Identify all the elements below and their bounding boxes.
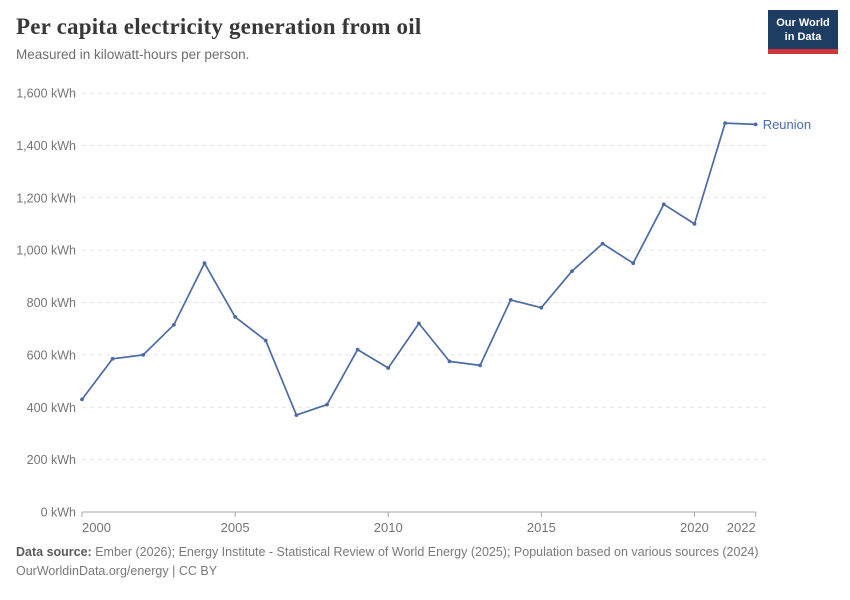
x-axis-tick-label: 2020 <box>680 520 709 535</box>
data-point <box>692 222 697 226</box>
data-point <box>723 121 727 125</box>
data-point <box>447 359 452 364</box>
x-axis-tick-label: 2022 <box>727 520 756 535</box>
x-axis-tick-label: 2005 <box>221 520 250 535</box>
page-title: Per capita electricity generation from o… <box>16 14 422 39</box>
data-point <box>172 322 176 327</box>
data-source-label: Data source: <box>16 545 92 559</box>
owid-logo[interactable]: Our World in Data <box>768 10 838 54</box>
x-axis-tick-label: 2010 <box>374 520 403 535</box>
y-axis-tick-label: 800 kWh <box>27 296 76 310</box>
footer-separator: | <box>172 564 179 578</box>
data-point <box>661 202 666 207</box>
data-point <box>263 338 268 343</box>
data-point <box>631 261 636 266</box>
footer-links-line: OurWorldinData.org/energy | CC BY <box>16 562 834 581</box>
data-point <box>325 402 329 407</box>
y-axis-tick-label: 600 kWh <box>27 348 76 362</box>
chart-footer: Data source: Ember (2026); Energy Instit… <box>16 543 834 581</box>
y-axis-tick-label: 1,600 kWh <box>16 87 76 101</box>
data-point <box>508 298 513 302</box>
data-source-text: Ember (2026); Energy Institute - Statist… <box>95 545 759 559</box>
x-axis-tick-label: 2000 <box>82 520 111 535</box>
owid-logo-line1: Our World <box>776 17 830 29</box>
data-source-line: Data source: Ember (2026); Energy Instit… <box>16 543 834 562</box>
series-label-reunion[interactable]: Reunion <box>763 117 811 132</box>
x-axis-tick-label: 2015 <box>527 520 556 535</box>
y-axis-tick-label: 200 kWh <box>27 453 76 467</box>
chart-header: Per capita electricity generation from o… <box>16 14 750 62</box>
data-point <box>80 397 84 402</box>
y-axis-tick-label: 1,000 kWh <box>16 244 76 258</box>
y-axis-tick-label: 1,400 kWh <box>16 139 76 153</box>
footer-license-link[interactable]: CC BY <box>178 564 218 578</box>
y-axis-tick-label: 400 kWh <box>27 401 76 415</box>
data-point <box>753 122 758 127</box>
data-point <box>233 315 238 319</box>
data-point <box>478 363 482 368</box>
owid-logo-line2: in Data <box>784 31 822 43</box>
series-line-reunion[interactable] <box>81 122 757 416</box>
footer-url-link[interactable]: OurWorldinData.org/energy <box>16 564 169 578</box>
data-point <box>141 353 146 357</box>
data-point <box>202 261 207 266</box>
data-point <box>110 356 115 361</box>
data-point <box>539 305 544 310</box>
data-point <box>600 241 605 246</box>
y-axis-tick-label: 1,200 kWh <box>16 191 76 205</box>
data-point <box>417 321 421 326</box>
data-point <box>570 269 574 273</box>
data-point <box>294 413 299 417</box>
y-axis-tick-label: 0 kWh <box>41 506 76 520</box>
data-point <box>355 347 360 352</box>
data-point <box>386 366 391 370</box>
chart-subtitle: Measured in kilowatt-hours per person. <box>16 47 250 62</box>
